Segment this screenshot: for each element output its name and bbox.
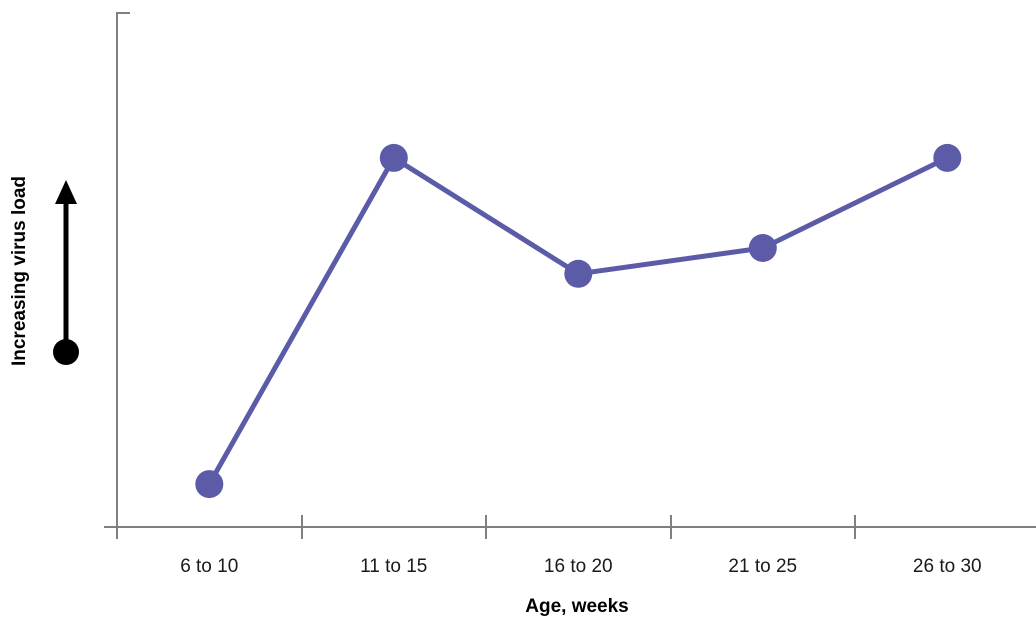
arrow-base-dot — [53, 339, 79, 365]
x-tick-label: 26 to 30 — [913, 556, 982, 577]
arrow-head — [55, 180, 77, 204]
data-point — [564, 259, 593, 288]
series-line — [207, 155, 949, 486]
axes — [104, 12, 1036, 539]
x-tick-label: 16 to 20 — [544, 556, 613, 577]
series-layer — [195, 143, 962, 499]
data-point — [748, 234, 777, 262]
increasing-arrow-icon — [53, 180, 79, 365]
x-tick-label: 6 to 10 — [180, 556, 238, 577]
y-axis-title: Increasing virus load — [9, 176, 30, 366]
x-tick-label: 21 to 25 — [728, 556, 797, 577]
x-axis-title: Age, weeks — [525, 596, 629, 617]
labels-layer: Age, weeks Increasing virus load 6 to 10… — [9, 176, 982, 617]
data-point — [195, 470, 224, 499]
data-point — [933, 143, 962, 172]
x-tick-label: 11 to 15 — [360, 556, 427, 577]
data-point — [379, 143, 408, 172]
